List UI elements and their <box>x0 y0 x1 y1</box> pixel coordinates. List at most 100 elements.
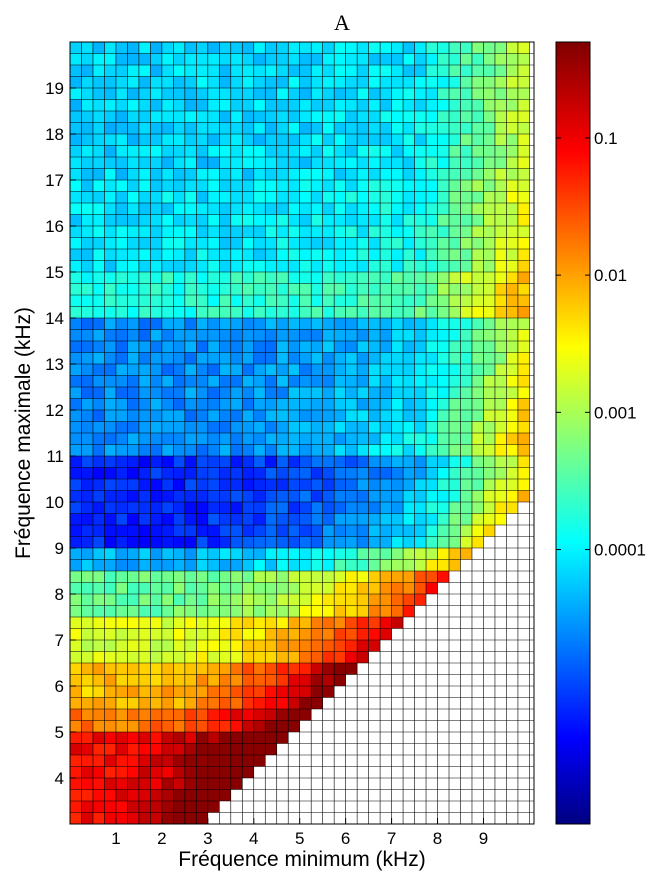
heatmap-cell <box>265 214 277 226</box>
heatmap-cell <box>334 249 346 261</box>
heatmap-cell <box>276 191 289 203</box>
heatmap-cell <box>471 214 484 226</box>
heatmap-cell <box>299 433 312 445</box>
heatmap-cell <box>334 329 346 341</box>
heatmap-cell <box>391 444 404 456</box>
heatmap-cell <box>184 283 197 295</box>
heatmap-cell <box>265 732 277 744</box>
heatmap-cell <box>219 766 231 778</box>
heatmap-cell <box>437 398 450 410</box>
heatmap-cell <box>506 260 518 272</box>
heatmap-cell <box>357 42 369 54</box>
heatmap-cell <box>471 778 484 790</box>
heatmap-cell <box>299 318 312 330</box>
heatmap-cell <box>460 249 472 261</box>
heatmap-cell <box>265 617 277 629</box>
heatmap-cell <box>391 122 404 134</box>
heatmap-cell <box>426 801 438 813</box>
heatmap-cell <box>207 237 220 249</box>
heatmap-cell <box>391 525 404 537</box>
heatmap-cell <box>380 697 392 709</box>
heatmap-cell <box>242 594 254 606</box>
heatmap-cell <box>173 536 185 548</box>
heatmap-cell <box>161 226 174 238</box>
heatmap-cell <box>357 375 369 387</box>
heatmap-cell <box>184 766 197 778</box>
heatmap-cell <box>449 467 461 479</box>
heatmap-cell <box>242 157 254 169</box>
heatmap-cell <box>127 272 139 284</box>
heatmap-cell <box>288 168 300 180</box>
heatmap-cell <box>380 272 392 284</box>
heatmap-cell <box>276 594 289 606</box>
heatmap-cell <box>184 617 197 629</box>
heatmap-cell <box>426 686 438 698</box>
heatmap-cell <box>127 720 139 732</box>
heatmap-cell <box>104 295 116 307</box>
heatmap-cell <box>345 398 358 410</box>
heatmap-cell <box>414 628 427 640</box>
heatmap-cell <box>219 375 231 387</box>
heatmap-cell <box>437 364 450 376</box>
heatmap-cell <box>92 157 105 169</box>
heatmap-cell <box>196 640 208 652</box>
heatmap-cell <box>506 594 518 606</box>
heatmap-cell <box>242 663 254 675</box>
heatmap-cell <box>92 444 105 456</box>
heatmap-cell <box>276 341 289 353</box>
heatmap-cell <box>380 306 392 318</box>
heatmap-cell <box>184 479 197 491</box>
heatmap-cell <box>299 226 312 238</box>
heatmap-cell <box>368 329 381 341</box>
heatmap-cell <box>127 571 139 583</box>
heatmap-cell <box>483 732 495 744</box>
heatmap-cell <box>299 559 312 571</box>
heatmap-cell <box>207 329 220 341</box>
heatmap-cell <box>127 410 139 422</box>
heatmap-cell <box>127 559 139 571</box>
heatmap-cell <box>483 559 495 571</box>
heatmap-cell <box>104 249 116 261</box>
heatmap-cell <box>414 260 427 272</box>
y-tick-label: 5 <box>55 723 64 742</box>
heatmap-cell <box>494 249 507 261</box>
heatmap-cell <box>471 53 484 65</box>
heatmap-cell <box>70 720 82 732</box>
heatmap-cell <box>345 766 358 778</box>
heatmap-cell <box>242 111 254 123</box>
heatmap-cell <box>357 364 369 376</box>
heatmap-cell <box>253 755 266 767</box>
heatmap-cell <box>161 168 174 180</box>
heatmap-cell <box>92 306 105 318</box>
heatmap-cell <box>506 387 518 399</box>
heatmap-cell <box>345 203 358 215</box>
heatmap-cell <box>311 88 323 100</box>
heatmap-cell <box>437 467 450 479</box>
heatmap-cell <box>276 697 289 709</box>
heatmap-cell <box>70 421 82 433</box>
heatmap-cell <box>517 444 530 456</box>
heatmap-cell <box>150 571 162 583</box>
heatmap-cell <box>253 260 266 272</box>
heatmap-cell <box>483 674 495 686</box>
heatmap-cell <box>161 318 174 330</box>
heatmap-cell <box>403 674 415 686</box>
heatmap-cell <box>460 479 472 491</box>
heatmap-cell <box>104 364 116 376</box>
heatmap-cell <box>253 467 266 479</box>
heatmap-cell <box>517 341 530 353</box>
heatmap-cell <box>161 467 174 479</box>
heatmap-cell <box>449 421 461 433</box>
heatmap-cell <box>219 295 231 307</box>
heatmap-cell <box>115 226 128 238</box>
heatmap-cell <box>460 548 472 560</box>
heatmap-cell <box>483 801 495 813</box>
heatmap-cell <box>391 812 404 824</box>
heatmap-cell <box>483 375 495 387</box>
heatmap-cell <box>276 663 289 675</box>
heatmap-cell <box>81 479 93 491</box>
heatmap-cell <box>460 697 472 709</box>
heatmap-cell <box>265 111 277 123</box>
heatmap-cell <box>299 375 312 387</box>
y-tick-label: 17 <box>45 171 64 190</box>
